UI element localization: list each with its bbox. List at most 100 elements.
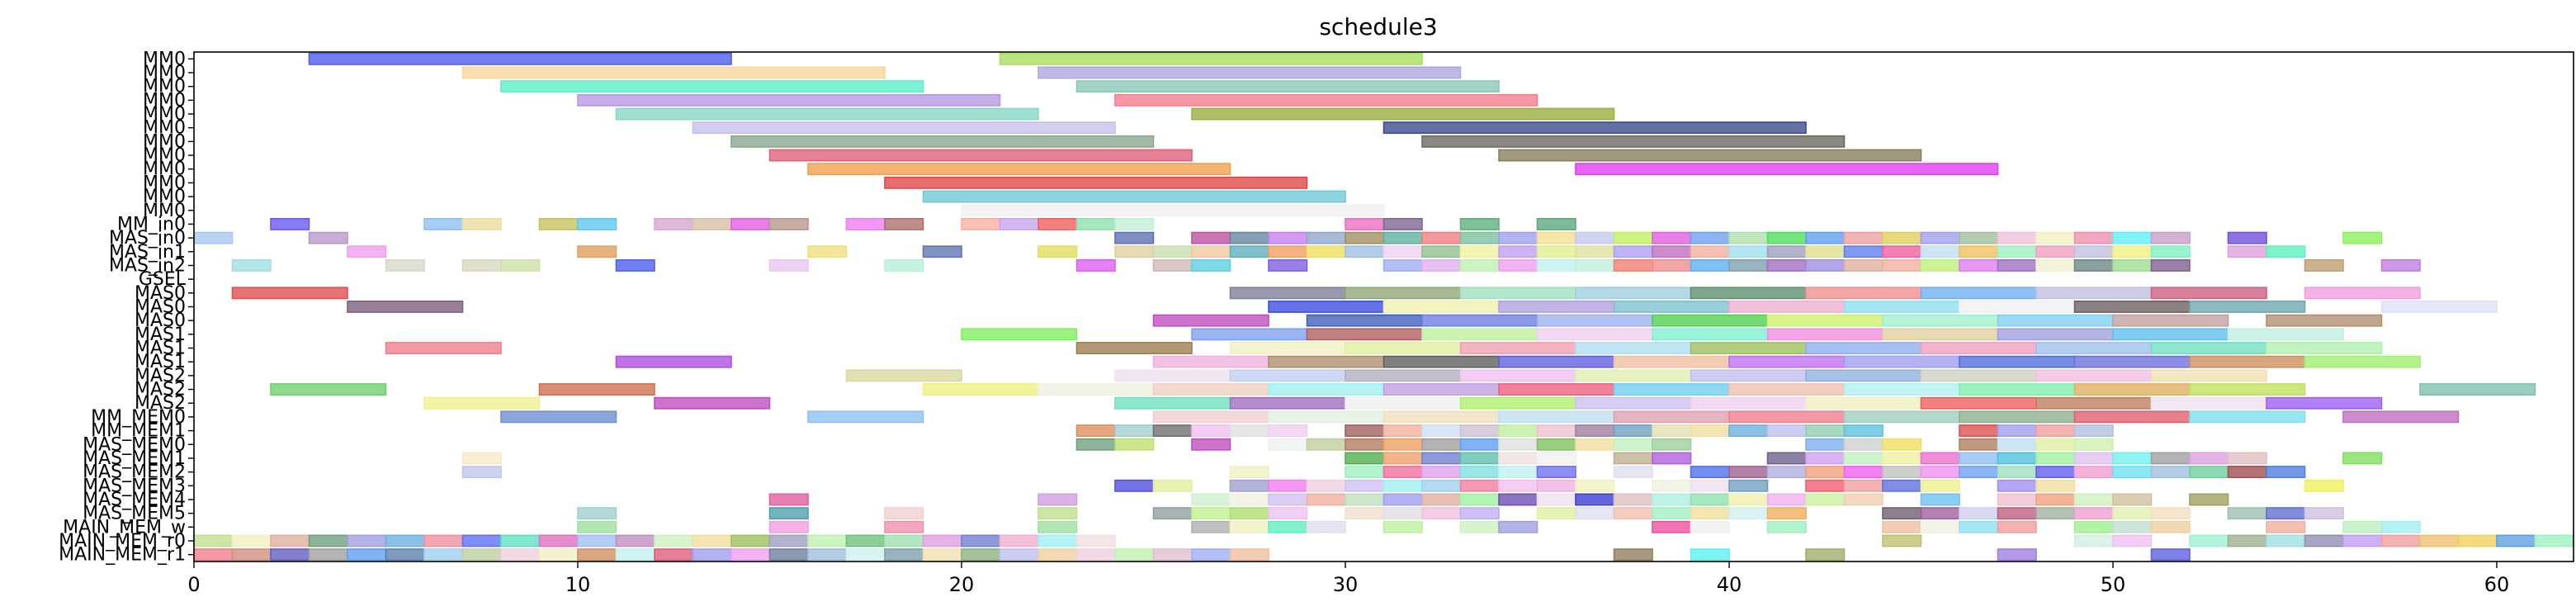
task-bar <box>1152 383 1269 396</box>
chart-title: schedule3 <box>1319 13 1437 40</box>
task-bar <box>1191 245 1231 258</box>
task-bar <box>1114 548 1155 562</box>
task-bar <box>1843 231 1884 244</box>
task-bar <box>1345 493 1385 506</box>
task-bar <box>1306 245 1346 258</box>
task-bar <box>2227 245 2267 258</box>
task-bar <box>577 93 1001 107</box>
task-bar <box>1728 245 1769 258</box>
task-bar <box>1652 314 1769 327</box>
task-bar <box>1805 493 1846 506</box>
task-bar <box>1959 424 1999 438</box>
task-bar <box>2035 466 2076 479</box>
task-bar <box>1345 507 1385 520</box>
y-tick-label: MM0 <box>143 118 186 139</box>
task-bar <box>1459 258 1500 272</box>
y-tick-label: MM0 <box>143 131 186 152</box>
task-bar <box>1037 520 1078 533</box>
task-bar <box>347 534 387 547</box>
task-bar <box>1421 314 1539 327</box>
task-bar <box>884 217 924 230</box>
task-bar <box>1920 466 1960 479</box>
task-bar <box>461 466 502 479</box>
task-bar <box>807 410 924 424</box>
task-bar <box>2112 328 2229 341</box>
task-bar <box>1114 396 1231 410</box>
task-bar <box>2342 452 2383 465</box>
y-tick-label: MAS_MEM2 <box>83 462 186 483</box>
y-tick-label: MAS_in1 <box>109 242 186 263</box>
y-tick-label: MAS2 <box>135 380 186 400</box>
task-bar <box>1997 507 2037 520</box>
task-bar <box>2150 548 2191 562</box>
task-bar <box>2035 258 2076 272</box>
task-bar <box>1114 369 1231 382</box>
task-bar <box>2304 534 2344 547</box>
task-bar <box>1652 245 1692 258</box>
task-bar <box>2380 520 2421 533</box>
task-bar <box>1728 507 1769 520</box>
task-bar <box>1766 466 1807 479</box>
task-bar <box>1613 493 1653 506</box>
task-bar <box>1229 520 1269 533</box>
task-bar <box>2304 258 2344 272</box>
task-bar <box>577 245 617 258</box>
task-bar <box>615 258 655 272</box>
task-bar <box>1037 493 1078 506</box>
task-bar <box>1152 548 1193 562</box>
task-bar <box>1383 424 1423 438</box>
task-bar <box>1152 245 1193 258</box>
y-axis: MM0MM0MM0MM0MM0MM0MM0MM0MM0MM0MM0MM0MM_i… <box>59 49 194 566</box>
task-bar <box>1268 507 1308 520</box>
task-bar <box>1690 287 1807 300</box>
task-bar <box>2112 466 2153 479</box>
task-bar <box>768 493 809 506</box>
task-bar <box>2227 466 2267 479</box>
y-tick-label: MAS2 <box>135 366 186 386</box>
task-bar <box>1268 245 1308 258</box>
task-bar <box>1575 342 1692 354</box>
task-bar <box>1306 520 1346 533</box>
y-tick-label: MAS_MEM3 <box>83 476 186 496</box>
task-bar <box>2266 314 2383 327</box>
task-bar <box>999 52 1423 65</box>
task-bar <box>500 410 617 424</box>
y-tick-label: MAS_MEM1 <box>83 448 186 469</box>
task-bar <box>961 534 1001 547</box>
task-bar <box>1229 493 1269 506</box>
task-bar <box>1536 452 1576 465</box>
task-bar <box>1843 479 1884 492</box>
task-bar <box>922 383 1039 396</box>
task-bar <box>270 383 387 396</box>
task-bar <box>2380 534 2421 547</box>
task-bar <box>1728 493 1769 506</box>
task-bar <box>577 548 617 562</box>
task-bar <box>1920 479 1960 492</box>
task-bar <box>1075 258 1116 272</box>
task-bar <box>1575 245 1615 258</box>
task-bar <box>1575 479 1615 492</box>
task-bar <box>1575 424 1615 438</box>
task-bar <box>347 548 387 562</box>
task-bar <box>1882 520 1922 533</box>
task-bar <box>1766 258 1807 272</box>
task-bar <box>1920 231 1960 244</box>
task-bar <box>1075 548 1116 562</box>
task-bar <box>2112 258 2153 272</box>
task-bar <box>1805 287 1922 300</box>
task-bar <box>1229 396 1346 410</box>
task-bar <box>1345 217 1385 230</box>
task-bar <box>1613 231 1653 244</box>
task-bar <box>538 548 579 562</box>
task-bar <box>2266 342 2383 354</box>
task-bar <box>1766 328 1884 341</box>
task-bar <box>1843 452 1884 465</box>
task-bar <box>2189 452 2229 465</box>
task-bar <box>1498 479 1539 492</box>
task-bar <box>692 217 732 230</box>
task-bar <box>1882 507 1922 520</box>
task-bar <box>1498 438 1539 451</box>
task-bar <box>500 548 541 562</box>
y-tick-label: MM0 <box>143 201 186 221</box>
task-bar <box>1920 452 1960 465</box>
